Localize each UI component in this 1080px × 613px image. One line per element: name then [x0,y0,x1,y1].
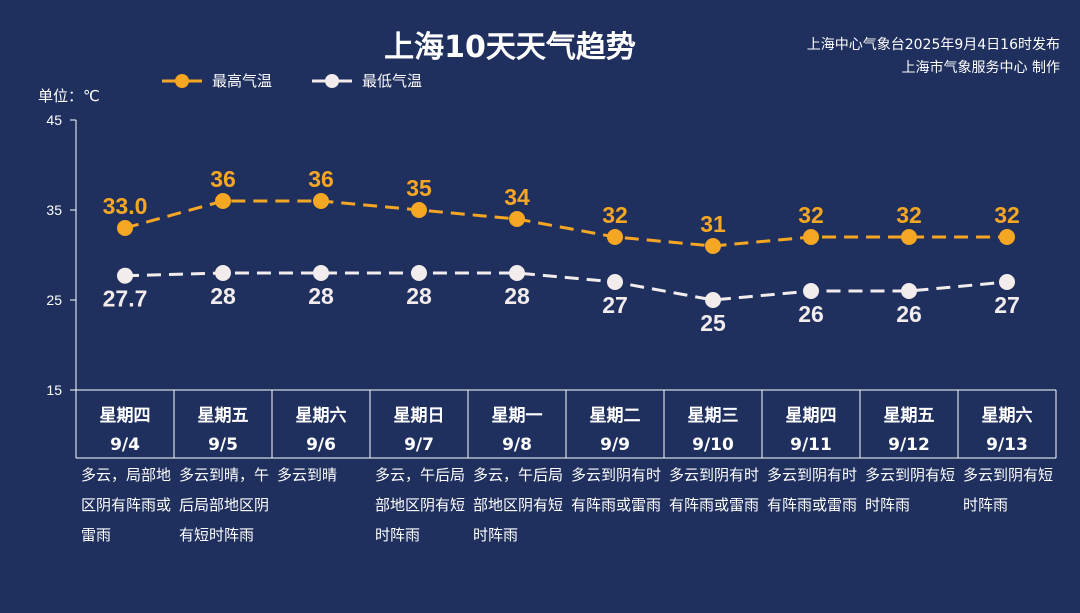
weather-description: 多云到晴 [277,466,338,484]
date-label: 9/10 [692,435,734,455]
date-label: 9/13 [986,435,1028,455]
weather-description: 多云到阴有短时阵雨 [963,466,1054,514]
low-temp-label: 28 [210,283,236,309]
high-temp-label: 36 [210,166,236,192]
weekday-label: 星期日 [394,406,445,426]
high-temp-label: 32 [798,202,824,228]
publisher-line-1: 上海中心气象台2025年9月4日16时发布 [806,37,1060,53]
high-temp-point [803,229,819,245]
low-temp-point [509,265,525,281]
high-temp-point [313,193,329,209]
high-temp-line [124,199,1007,248]
low-temp-point [901,283,917,299]
high-temp-point [607,229,623,245]
weather-description: 多云，午后局部地区阴有短时阵雨 [473,466,564,544]
high-temp-label: 34 [504,184,530,210]
weather-description: 多云，局部地区阴有阵雨或雷雨 [81,466,172,544]
y-tick-label: 25 [46,292,62,308]
weekday-label: 星期三 [688,406,739,426]
low-temp-label: 27 [994,292,1020,318]
high-temp-label: 35 [406,175,432,201]
low-temp-label: 27.7 [103,286,148,312]
low-temp-point [215,265,231,281]
publisher-line-2: 上海市气象服务中心 制作 [901,60,1060,76]
legend-low-marker-icon [312,73,352,88]
high-temp-label: 31 [700,211,726,237]
weekday-label: 星期六 [982,405,1033,426]
date-label: 9/9 [600,435,630,455]
weekday-label: 星期一 [492,406,543,426]
weather-descriptions: 多云，局部地区阴有阵雨或雷雨 多云到晴，午后局部地区阴有短时阵雨 多云到晴 多云，午后… [76,460,1056,600]
date-label: 9/8 [502,435,532,455]
publisher-info: 上海中心气象台2025年9月4日16时发布 上海市气象服务中心 制作 [807,34,1060,80]
high-temp-point [999,229,1015,245]
low-temp-point [705,292,721,308]
high-temp-label: 36 [308,166,334,192]
y-tick-label: 15 [46,382,62,398]
low-temp-line [124,271,1008,302]
weekday-label: 星期六 [296,405,347,426]
low-temp-point [607,274,623,290]
low-temp-label: 26 [798,301,824,327]
low-temp-label: 28 [406,283,432,309]
weather-description: 多云到阴有短时阵雨 [865,466,956,514]
low-temp-point [999,274,1015,290]
weather-description: 多云到阴有时有阵雨或雷雨 [767,466,858,514]
high-temp-label: 32 [896,202,922,228]
low-temp-label: 27 [602,292,628,318]
unit-label: 单位：℃ [38,87,100,105]
high-temp-label: 32 [994,202,1020,228]
legend-low-label: 最低气温 [362,72,423,90]
weekday-label: 星期二 [590,406,641,426]
high-temp-point [117,220,133,236]
weekday-label: 星期四 [786,406,837,426]
y-tick-label: 35 [46,202,62,218]
weekday-label: 星期五 [198,406,249,426]
high-temp-label: 33.0 [103,193,148,219]
weather-description: 多云，午后局部地区阴有短时阵雨 [375,466,466,544]
date-label: 9/4 [110,435,140,455]
date-label: 9/11 [790,435,832,455]
low-temp-label: 26 [896,301,922,327]
y-tick-label: 45 [46,112,62,128]
low-temp-label: 28 [308,283,334,309]
weather-description: 多云到阴有时有阵雨或雷雨 [669,466,760,514]
low-temp-point [117,267,133,284]
low-temp-label: 28 [504,283,530,309]
date-label: 9/12 [888,435,930,455]
legend-high-marker-icon [162,73,202,88]
weekday-label: 星期四 [100,406,151,426]
low-temp-point [411,265,427,281]
legend-high-label: 最高气温 [212,72,273,90]
high-temp-point [509,211,525,227]
high-temp-point [901,229,917,245]
date-label: 9/7 [404,435,434,455]
high-temp-point [705,238,721,254]
date-label: 9/5 [208,435,238,455]
chart-title: 上海10天天气趋势 [384,30,636,65]
legend-item-low: 最低气温 [310,70,422,91]
low-temp-point [313,265,329,281]
weather-description: 多云到晴，午后局部地区阴有短时阵雨 [179,466,270,544]
weekday-label: 星期五 [884,406,935,426]
high-temp-point [411,202,427,218]
high-temp-point [215,193,231,209]
date-label: 9/6 [306,435,336,455]
weather-description: 多云到阴有时有阵雨或雷雨 [571,466,662,514]
low-temp-point [803,283,819,299]
low-temp-label: 25 [700,310,726,336]
high-temp-label: 32 [602,202,628,228]
legend-item-high: 最高气温 [160,70,272,91]
